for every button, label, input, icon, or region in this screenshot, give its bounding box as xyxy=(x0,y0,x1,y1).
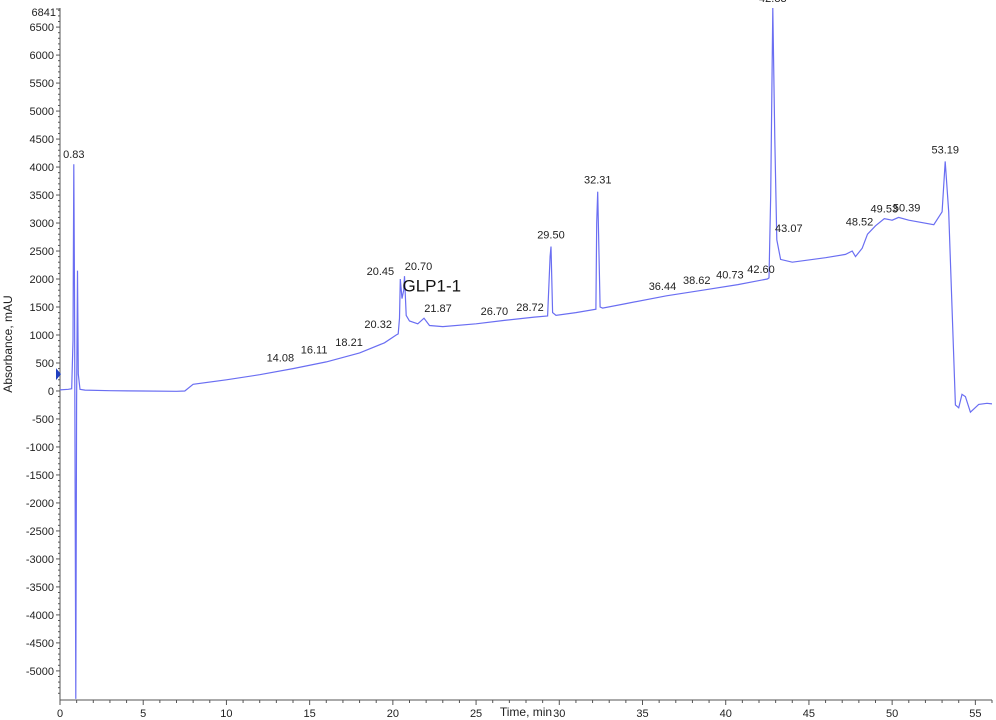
peak-label: 20.45 xyxy=(367,266,395,278)
x-tick-label: 45 xyxy=(803,708,815,720)
y-tick-label: -1500 xyxy=(26,470,54,482)
y-tick-label: -5000 xyxy=(26,666,54,678)
peak-label: 42.83 xyxy=(759,0,787,5)
peak-label: 18.21 xyxy=(335,337,363,349)
peak-label: 29.50 xyxy=(537,230,565,242)
x-tick-label: 35 xyxy=(636,708,648,720)
peak-label: 21.87 xyxy=(424,303,452,315)
x-tick-label: 15 xyxy=(304,708,316,720)
y-tick-label: -2500 xyxy=(26,526,54,538)
x-tick-label: 0 xyxy=(57,708,63,720)
y-tick-label: -3500 xyxy=(26,582,54,594)
peak-label: 14.08 xyxy=(267,352,295,364)
peak-label: 48.52 xyxy=(846,216,874,228)
x-tick-label: 50 xyxy=(886,708,898,720)
y-tick-label: 6500 xyxy=(30,22,54,34)
y-tick-label: -1000 xyxy=(26,442,54,454)
y-tick-label: -2000 xyxy=(26,498,54,510)
x-tick-label: 5 xyxy=(140,708,146,720)
y-tick-label: 5500 xyxy=(30,78,54,90)
y-tick-label: -3000 xyxy=(26,554,54,566)
peak-label: 38.62 xyxy=(683,275,711,287)
y-tick-label: 1500 xyxy=(30,302,54,314)
peak-label: 49.53 xyxy=(871,204,899,216)
peak-label: 20.70 xyxy=(405,261,433,273)
x-axis-title: Time, min xyxy=(500,705,552,719)
peak-label: 28.72 xyxy=(516,302,544,314)
y-tick-label: 4000 xyxy=(30,162,54,174)
y-tick-label: 2000 xyxy=(30,274,54,286)
y-tick-label: 0 xyxy=(48,386,54,398)
y-tick-label: 1000 xyxy=(30,330,54,342)
y-tick-label: -4000 xyxy=(26,610,54,622)
x-tick-label: 20 xyxy=(387,708,399,720)
peak-label: 32.31 xyxy=(584,175,612,187)
y-tick-label-max: 6841 xyxy=(32,7,56,19)
x-tick-label: 30 xyxy=(553,708,565,720)
peak-label: 42.60 xyxy=(747,264,775,276)
y-tick-label: -500 xyxy=(32,414,54,426)
baseline-marker-icon xyxy=(56,368,61,381)
peak-label: 20.32 xyxy=(364,319,392,331)
peak-label: 50.39 xyxy=(893,202,921,214)
x-tick-label: 25 xyxy=(470,708,482,720)
y-tick-label: 3000 xyxy=(30,218,54,230)
x-tick-label: 40 xyxy=(720,708,732,720)
y-tick-label: 2500 xyxy=(30,246,54,258)
glp1-annotation: GLP1-1 xyxy=(403,276,462,295)
peak-label: 0.83 xyxy=(63,149,84,161)
y-tick-label: -4500 xyxy=(26,638,54,650)
y-axis-title: Absorbance, mAU xyxy=(1,295,15,392)
y-tick-label: 3500 xyxy=(30,190,54,202)
y-tick-label: 5000 xyxy=(30,106,54,118)
y-tick-label: 6000 xyxy=(30,50,54,62)
peak-label: 40.73 xyxy=(716,270,744,282)
peak-label: 53.19 xyxy=(931,144,959,156)
peak-label: 43.07 xyxy=(775,223,803,235)
peak-label: 36.44 xyxy=(649,281,677,293)
chromatogram-trace xyxy=(59,7,993,699)
peak-label: 16.11 xyxy=(301,345,328,357)
x-tick-label: 55 xyxy=(969,708,981,720)
y-tick-label: 4500 xyxy=(30,134,54,146)
y-tick-label: 500 xyxy=(36,358,54,370)
x-tick-label: 10 xyxy=(220,708,232,720)
peak-label: 26.70 xyxy=(481,306,509,318)
